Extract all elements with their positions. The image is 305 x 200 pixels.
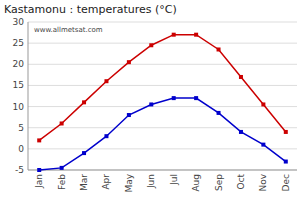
x-tick-label: Jul: [169, 174, 179, 186]
plot-area: [37, 33, 288, 172]
point: [217, 47, 221, 51]
point: [127, 60, 131, 64]
y-tick-label: 5: [18, 123, 24, 133]
chart: Kastamonu : temperatures (°C) -5 0 5 10 15 20 2…: [0, 0, 305, 200]
point: [284, 160, 288, 164]
point: [239, 130, 243, 134]
point: [172, 96, 176, 100]
grid-line: [28, 106, 297, 107]
y-tick-label: -5: [15, 165, 24, 175]
point: [37, 138, 41, 142]
x-tick-label: May: [124, 173, 134, 192]
point: [104, 79, 108, 83]
point: [239, 75, 243, 79]
x-tick-label: Aug: [191, 174, 201, 192]
x-tick-label: Mar: [79, 174, 89, 191]
y-tick-label: 15: [13, 80, 24, 90]
x-tick-label: Sep: [214, 174, 224, 191]
point: [284, 130, 288, 134]
point: [127, 113, 131, 117]
y-tick-label: 20: [13, 59, 25, 69]
point: [172, 33, 176, 37]
point: [104, 134, 108, 138]
point: [82, 151, 86, 155]
series-line: [39, 98, 286, 170]
point: [217, 111, 221, 115]
title: Kastamonu : temperatures (°C): [4, 3, 177, 16]
x-tick-label: Oct: [236, 174, 246, 190]
y-axis: [28, 22, 29, 170]
point: [261, 143, 265, 147]
point: [194, 96, 198, 100]
y-tick-label: 10: [13, 102, 25, 112]
x-axis: [28, 170, 297, 171]
y-tick-label: 0: [18, 144, 24, 154]
point: [37, 168, 41, 172]
grid-line: [28, 64, 297, 65]
point: [261, 102, 265, 106]
grid-line: [28, 85, 297, 86]
grid-line: [28, 22, 297, 23]
grid-line: [28, 170, 297, 171]
y-tick-label: 30: [13, 17, 25, 27]
x-tick-label: Feb: [57, 174, 67, 190]
x-tick-label: Nov: [258, 173, 268, 191]
x-tick-label: Apr: [101, 174, 111, 190]
grid-line: [28, 43, 297, 44]
point: [60, 121, 64, 125]
point: [82, 100, 86, 104]
point: [194, 33, 198, 37]
series-line: [39, 35, 286, 141]
point: [149, 43, 153, 47]
x-tick-label: Dec: [281, 174, 291, 191]
point: [60, 166, 64, 170]
x-tick-label: Jun: [146, 174, 156, 189]
watermark: www.allmetsat.com: [34, 26, 103, 34]
grid-line: [28, 148, 297, 149]
x-tick-label: Jan: [34, 174, 44, 189]
y-tick-label: 25: [13, 38, 24, 48]
point: [149, 102, 153, 106]
grid-line: [28, 127, 297, 128]
